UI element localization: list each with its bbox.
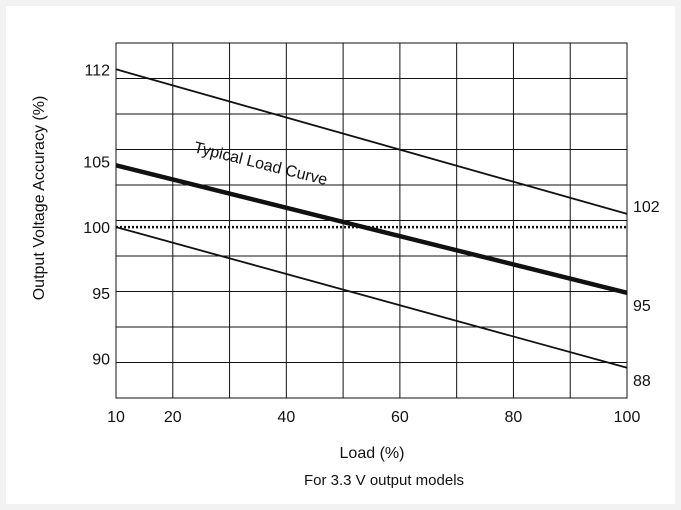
series-line-1 [115,163,628,295]
y-tick-labels: 90 95 100 105 112 [83,62,110,368]
series-line-0 [115,68,628,215]
x-tick-60: 60 [391,409,409,426]
x-tick-100: 100 [614,409,641,426]
x-tick-40: 40 [277,409,295,426]
y-axis-label: Output Voltage Accuracy (%) [31,96,48,301]
x-tick-labels: 10 20 40 60 80 100 [107,409,640,426]
end-label-88: 88 [633,373,651,390]
series-lines [115,68,628,369]
x-tick-80: 80 [505,409,523,426]
y-tick-95: 95 [92,286,110,303]
y-tick-100: 100 [83,220,110,237]
end-labels: 102 95 88 [633,199,660,390]
end-label-95: 95 [633,298,651,315]
y-tick-105: 105 [83,154,110,171]
grid [115,42,628,399]
series-line-2 [115,226,628,369]
load-accuracy-chart: 90 95 100 105 112 10 20 40 60 80 100 102 95 88 Typi… [31,42,660,489]
typical-load-curve-label: Typical Load Curve [192,139,329,189]
y-tick-112: 112 [84,62,110,79]
caption: For 3.3 V output models [304,472,464,489]
x-axis-label: Load (%) [340,445,405,462]
x-tick-20: 20 [164,409,182,426]
end-label-102: 102 [633,199,660,216]
chart-card: 90 95 100 105 112 10 20 40 60 80 100 102 95 88 Typi… [6,6,675,504]
x-tick-10: 10 [107,409,125,426]
y-tick-90: 90 [92,352,110,369]
